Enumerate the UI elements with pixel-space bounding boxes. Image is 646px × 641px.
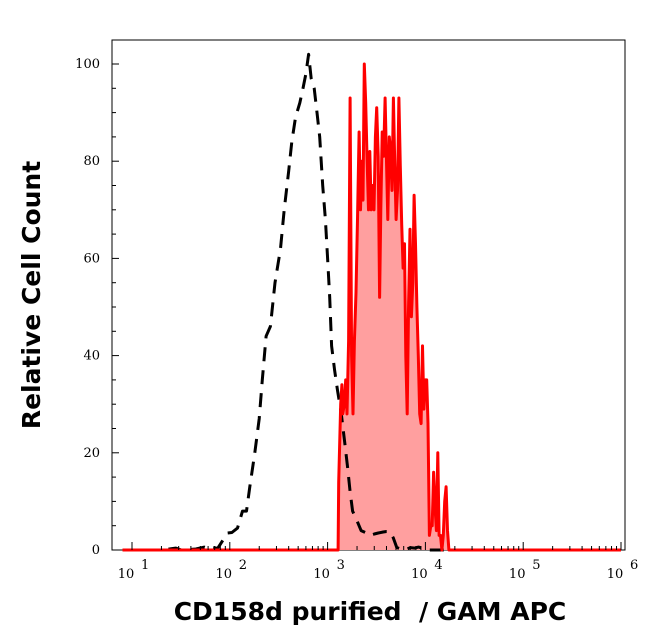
y-tick-label: 40 bbox=[83, 349, 100, 364]
x-tick-exponent: 1 bbox=[141, 558, 149, 573]
x-tick-label: 10 bbox=[313, 567, 330, 582]
y-tick-label: 0 bbox=[92, 543, 100, 558]
x-tick-exponent: 6 bbox=[630, 558, 638, 573]
series-layer bbox=[122, 52, 621, 552]
series-1-area bbox=[122, 64, 621, 550]
axes-layer: 0 20 40 60 80 100 10 1 10 2 10 3 10 4 10 5 10 6 bbox=[75, 57, 638, 582]
y-tick-label: 100 bbox=[75, 57, 100, 72]
x-tick-exponent: 5 bbox=[532, 558, 540, 573]
x-tick-label: 10 bbox=[118, 567, 135, 582]
x-tick-exponent: 2 bbox=[239, 558, 247, 573]
series-0-line bbox=[122, 52, 621, 552]
y-tick-label: 20 bbox=[83, 446, 100, 461]
series-1-line bbox=[122, 62, 621, 552]
x-tick-label: 10 bbox=[607, 567, 624, 582]
y-axis-title: Relative Cell Count bbox=[17, 161, 46, 429]
x-tick-exponent: 4 bbox=[434, 558, 442, 573]
x-tick-label: 10 bbox=[216, 567, 233, 582]
x-tick-label: 10 bbox=[411, 567, 428, 582]
y-tick-label: 60 bbox=[83, 251, 100, 266]
x-tick-label: 10 bbox=[509, 567, 526, 582]
x-tick-exponent: 3 bbox=[337, 558, 345, 573]
x-axis-title: CD158d purified / GAM APC bbox=[174, 597, 567, 626]
y-tick-label: 80 bbox=[83, 154, 100, 169]
